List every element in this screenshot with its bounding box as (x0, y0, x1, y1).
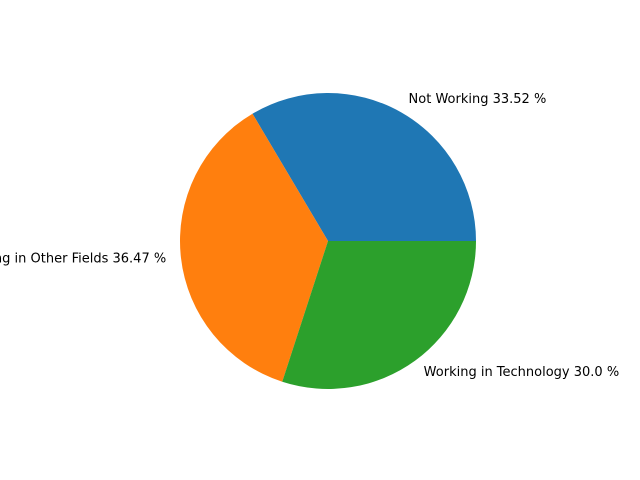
pie-slice-not-working (252, 93, 477, 241)
pie-labels: Not Working 33.52 % Working in Other Fiel… (0, 92, 619, 380)
pie-label-working-in-technology: Working in Technology 30.0 % (424, 365, 620, 380)
pie-label-working-in-other-fields: Working in Other Fields 36.47 % (0, 251, 166, 266)
pie-label-not-working: Not Working 33.52 % (409, 92, 547, 107)
pie-slice-working-in-other-fields (180, 113, 328, 382)
pie-slices (180, 93, 477, 389)
pie-slice-working-in-technology (282, 241, 476, 389)
